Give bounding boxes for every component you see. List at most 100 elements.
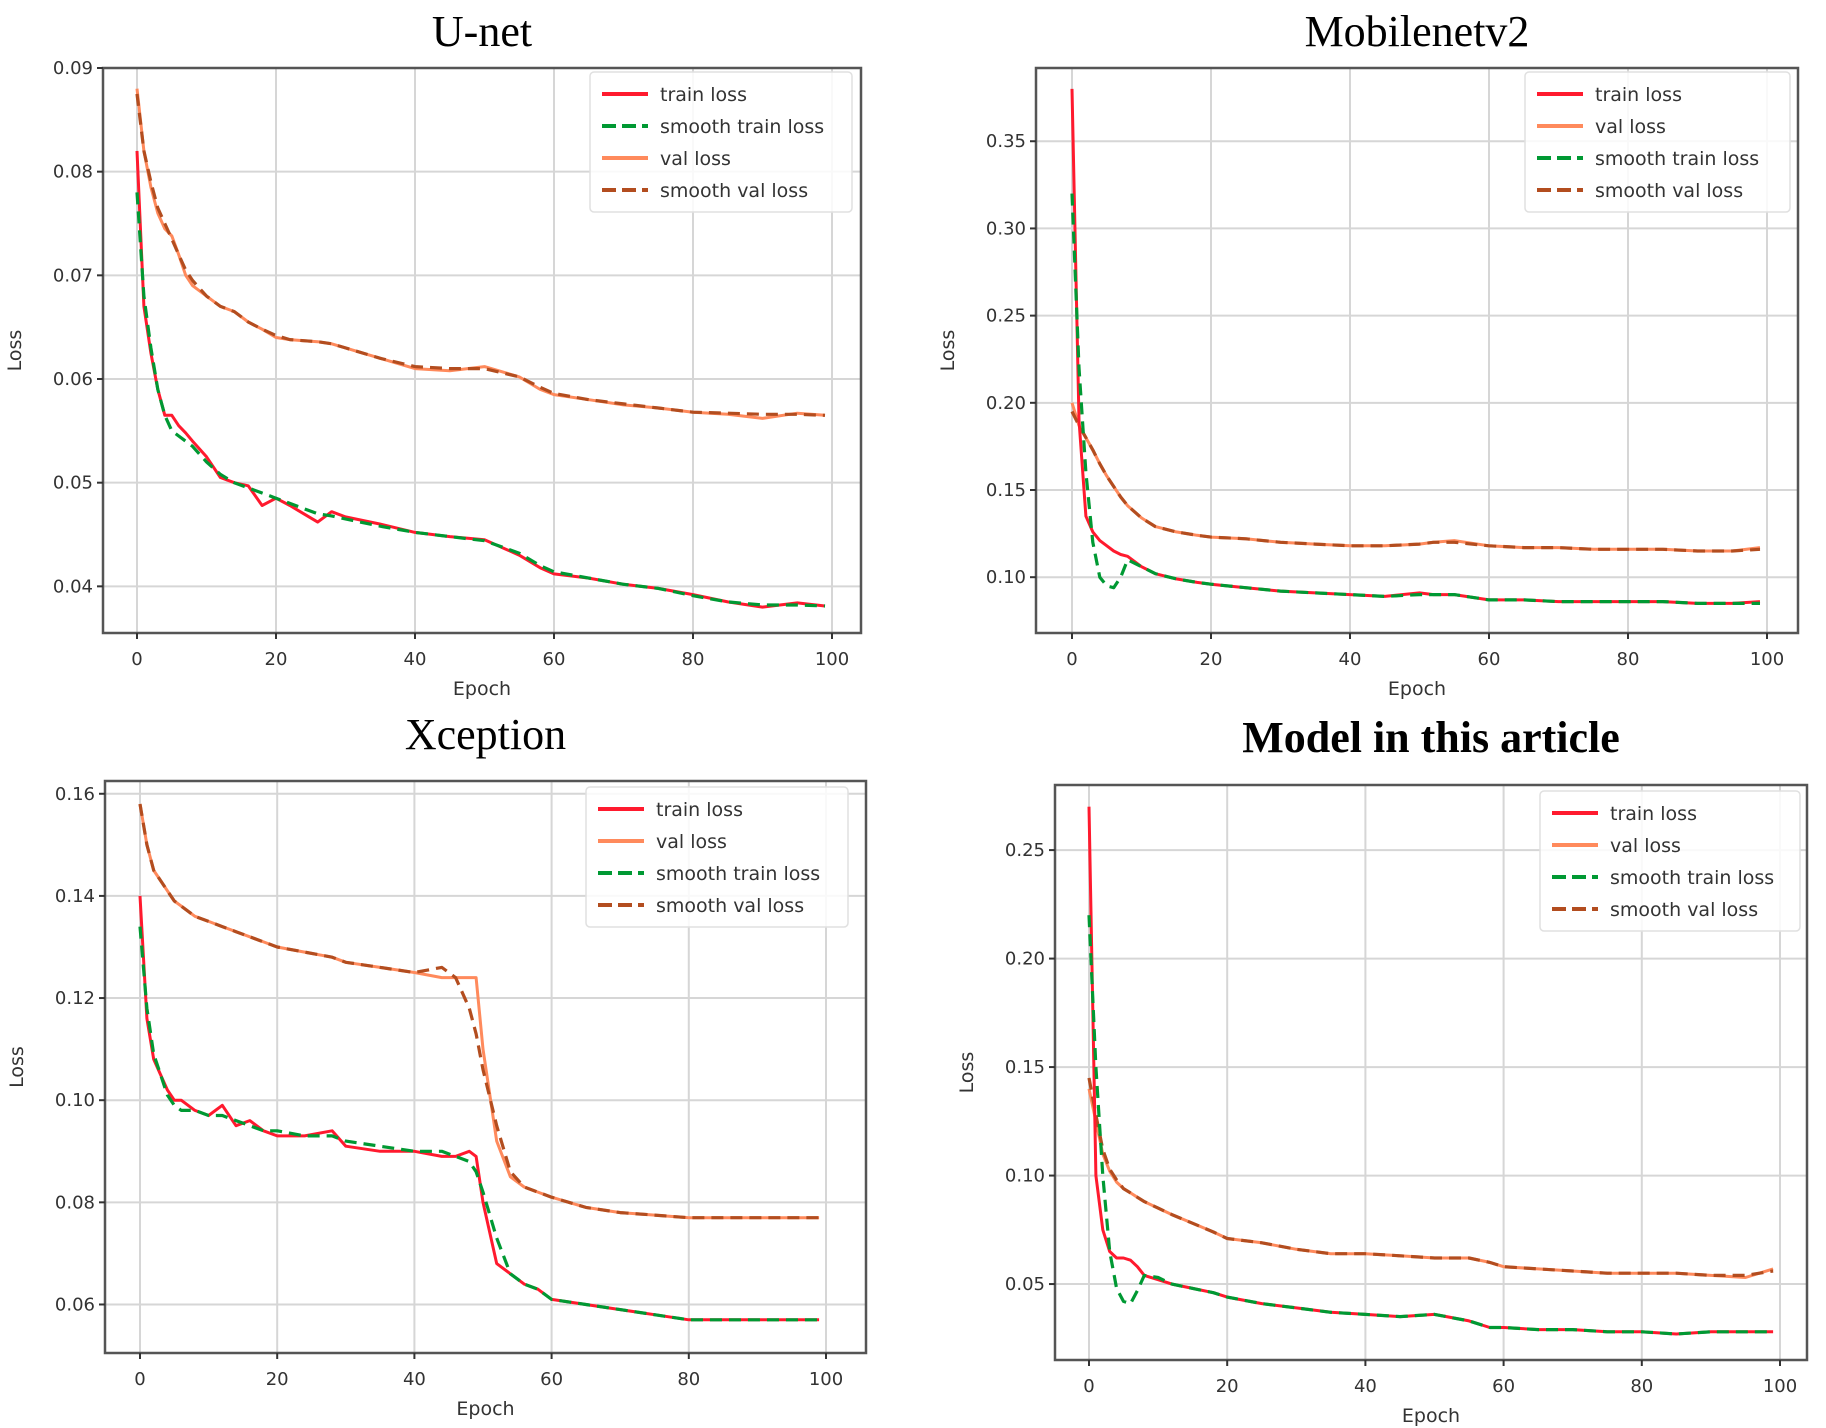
legend-label: smooth val loss: [1595, 180, 1743, 202]
x-tick-label: 60: [543, 649, 566, 670]
series-smooth-train-loss: [135, 192, 826, 608]
series-val-loss: [1087, 1088, 1774, 1279]
y-tick-label: 0.10: [55, 1090, 95, 1111]
y-tick-label: 0.16: [55, 784, 95, 805]
y-tick-label: 0.35: [986, 131, 1026, 152]
plot-frame: [1034, 66, 1800, 635]
legend-label: smooth train loss: [1595, 148, 1759, 170]
legend-label: smooth train loss: [660, 116, 824, 138]
y-tick-label: 0.25: [1005, 840, 1045, 861]
y-tick-label: 0.08: [55, 1192, 95, 1213]
y-tick-label: 0.06: [55, 1294, 95, 1315]
x-tick-label: 40: [403, 1369, 426, 1390]
legend: train loss val loss smooth train loss smoot…: [585, 786, 849, 928]
y-tick-label: 0.15: [1005, 1057, 1045, 1078]
chart-title: U-net: [431, 7, 533, 56]
series-smooth-val-loss: [1070, 410, 1761, 553]
y-tick-label: 0.05: [53, 473, 93, 494]
series-smooth-train-loss: [1087, 915, 1774, 1336]
x-tick-label: 100: [1763, 1376, 1797, 1397]
chart-title: Mobilenetv2: [1304, 7, 1530, 56]
axis-ticks: 0 20 40 60 80 100 0.10 0.15 0.20 0.25 0.30 0.35: [986, 131, 1784, 670]
legend-label: smooth val loss: [656, 895, 804, 917]
series-lines: [138, 803, 820, 1322]
x-tick-label: 40: [1339, 649, 1362, 670]
plot-frame: [101, 66, 863, 635]
x-tick-label: 100: [1750, 649, 1784, 670]
y-axis-label: Loss: [4, 330, 26, 372]
y-tick-label: 0.15: [986, 480, 1026, 501]
series-smooth-val-loss: [135, 93, 826, 417]
legend-label: train loss: [1610, 803, 1697, 825]
series-lines: [1087, 806, 1774, 1336]
x-axis-label: Epoch: [456, 1398, 514, 1420]
y-tick-label: 0.10: [1005, 1166, 1045, 1187]
legend: train loss val loss smooth train loss smoot…: [1539, 790, 1801, 932]
axis-ticks: 0 20 40 60 80 100 0.05 0.10 0.15 0.20 0.25: [1005, 840, 1797, 1397]
y-axis-label: Loss: [937, 330, 959, 372]
axis-ticks: 0 20 40 60 80 100 0.04 0.05 0.06 0.07 0.08 0.09: [53, 58, 849, 670]
y-tick-label: 0.09: [53, 58, 93, 79]
x-tick-label: 60: [540, 1369, 563, 1390]
x-tick-label: 0: [131, 649, 142, 670]
x-axis-label: Epoch: [453, 678, 511, 700]
series-lines: [1070, 88, 1761, 606]
y-tick-label: 0.12: [55, 988, 95, 1009]
axis-ticks: 0 20 40 60 80 100 0.06 0.08 0.10 0.12 0.14 0.16: [55, 784, 843, 1390]
series-smooth-train-loss: [1070, 193, 1760, 606]
legend-label: train loss: [660, 84, 747, 106]
legend: train loss val loss smooth train loss smoot…: [1524, 71, 1791, 213]
legend-label: smooth train loss: [656, 863, 820, 885]
legend-label: val loss: [1595, 116, 1666, 138]
x-axis-label: Epoch: [1388, 678, 1446, 700]
series-lines: [135, 88, 826, 609]
legend-label: smooth val loss: [660, 180, 808, 202]
chart-title: Xception: [404, 710, 567, 759]
y-tick-label: 0.06: [53, 369, 93, 390]
x-tick-label: 80: [682, 649, 705, 670]
series-smooth-val-loss: [1087, 1077, 1774, 1278]
x-tick-label: 0: [134, 1369, 145, 1390]
x-tick-label: 100: [815, 649, 849, 670]
x-tick-label: 80: [1617, 649, 1640, 670]
legend-label: train loss: [1595, 84, 1682, 106]
x-tick-label: 60: [1478, 649, 1501, 670]
plot-frame: [103, 779, 868, 1355]
x-tick-label: 60: [1492, 1376, 1515, 1397]
x-tick-label: 40: [1354, 1376, 1377, 1397]
legend-label: val loss: [660, 148, 731, 170]
x-tick-label: 80: [677, 1369, 700, 1390]
x-tick-label: 20: [1216, 1376, 1239, 1397]
y-tick-label: 0.25: [986, 306, 1026, 327]
y-tick-label: 0.20: [1005, 949, 1045, 970]
plot-frame: [1053, 783, 1809, 1362]
x-tick-label: 80: [1630, 1376, 1653, 1397]
legend-label: smooth train loss: [1610, 867, 1774, 889]
y-tick-label: 0.05: [1005, 1274, 1045, 1295]
y-axis-label: Loss: [6, 1046, 28, 1088]
y-tick-label: 0.08: [53, 162, 93, 183]
x-tick-label: 0: [1083, 1376, 1094, 1397]
x-tick-label: 20: [1200, 649, 1223, 670]
series-train-loss: [135, 150, 826, 609]
x-axis-label: Epoch: [1402, 1405, 1460, 1427]
legend: train loss smooth train loss val loss smoot…: [589, 71, 853, 213]
legend-label: smooth val loss: [1610, 899, 1758, 921]
series-smooth-train-loss: [138, 926, 820, 1322]
y-tick-label: 0.04: [53, 576, 93, 597]
y-tick-label: 0.10: [986, 567, 1026, 588]
x-tick-label: 20: [266, 1369, 289, 1390]
y-tick-label: 0.07: [53, 265, 93, 286]
y-tick-label: 0.20: [986, 393, 1026, 414]
legend-label: train loss: [656, 799, 743, 821]
x-tick-label: 0: [1066, 649, 1077, 670]
y-axis-label: Loss: [956, 1052, 978, 1094]
series-smooth-val-loss: [138, 803, 820, 1220]
legend-label: val loss: [1610, 835, 1681, 857]
y-tick-label: 0.14: [55, 886, 95, 907]
y-tick-label: 0.30: [986, 218, 1026, 239]
